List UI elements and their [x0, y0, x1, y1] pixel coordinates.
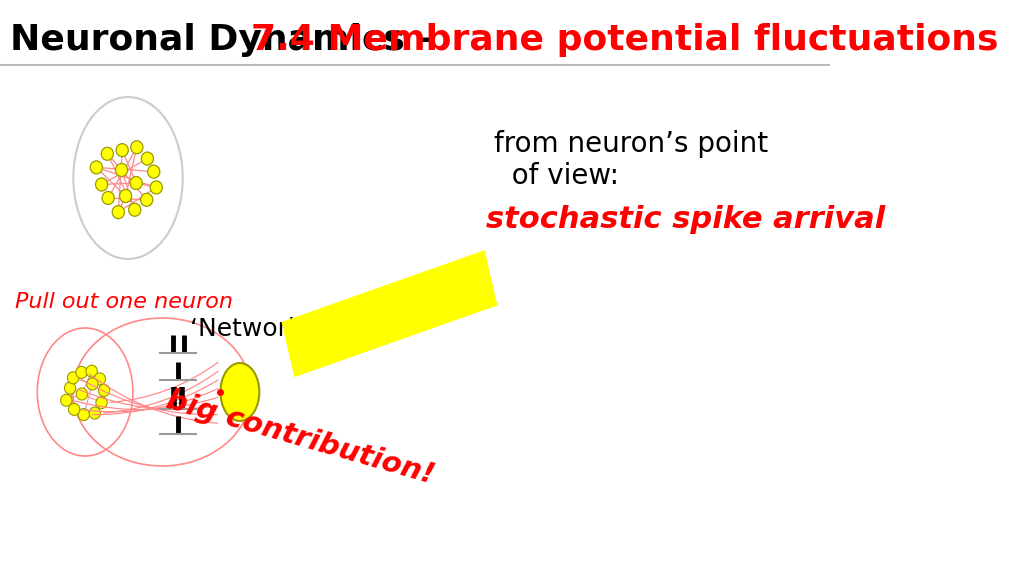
Text: 7.4 Membrane potential fluctuations: 7.4 Membrane potential fluctuations [251, 23, 998, 57]
Ellipse shape [95, 178, 108, 191]
Ellipse shape [116, 143, 128, 157]
Ellipse shape [116, 164, 128, 176]
Ellipse shape [130, 176, 142, 190]
FancyBboxPatch shape [283, 251, 497, 376]
Ellipse shape [76, 366, 87, 378]
Text: stochastic spike arrival: stochastic spike arrival [486, 205, 886, 234]
Ellipse shape [60, 395, 72, 406]
Ellipse shape [76, 388, 87, 400]
Ellipse shape [102, 191, 115, 204]
Ellipse shape [87, 378, 98, 390]
Text: ‘Network noise’: ‘Network noise’ [190, 317, 386, 341]
Ellipse shape [131, 141, 143, 154]
Ellipse shape [96, 397, 108, 408]
Ellipse shape [101, 147, 114, 160]
Text: of view:: of view: [495, 162, 620, 190]
Ellipse shape [94, 373, 105, 385]
Text: Pull out one neuron: Pull out one neuron [14, 292, 232, 312]
Ellipse shape [68, 372, 79, 384]
Ellipse shape [141, 152, 154, 165]
Text: from neuron’s point: from neuron’s point [495, 130, 768, 158]
Ellipse shape [147, 165, 160, 178]
Ellipse shape [98, 384, 110, 396]
Ellipse shape [69, 403, 80, 415]
Ellipse shape [65, 382, 76, 394]
Ellipse shape [120, 190, 132, 203]
Text: big contribution!: big contribution! [163, 386, 437, 490]
Ellipse shape [113, 206, 124, 219]
Ellipse shape [89, 407, 100, 419]
Ellipse shape [151, 181, 163, 194]
Ellipse shape [140, 194, 153, 206]
Ellipse shape [86, 365, 97, 377]
Ellipse shape [129, 203, 140, 216]
Ellipse shape [90, 161, 102, 174]
Text: Neuronal Dynamics –: Neuronal Dynamics – [9, 23, 447, 57]
Ellipse shape [78, 408, 89, 420]
Ellipse shape [220, 363, 259, 421]
